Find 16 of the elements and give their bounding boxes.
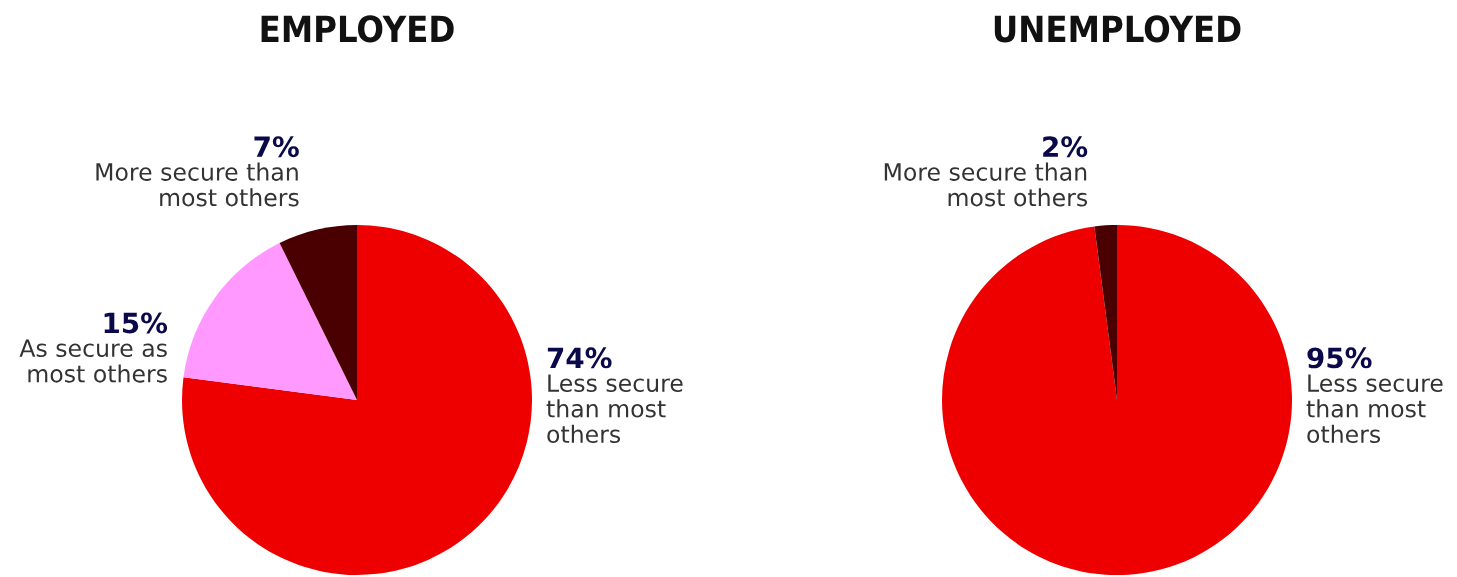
data-label: 2% [1043, 136, 1088, 158]
data-label: 74% [547, 347, 612, 369]
slice-label: Less secure than most others [546, 374, 683, 444]
chart-title: UNEMPLOYED [994, 15, 1241, 43]
pie-slice [183, 243, 357, 400]
slice-label: As secure as most others [19, 339, 167, 383]
chart-title: EMPLOYED [261, 15, 454, 43]
slice-label: Less secure than most others [1306, 374, 1443, 444]
slice-label: More secure than most others [96, 162, 299, 207]
slice-label: More secure than most others [884, 162, 1088, 207]
pie-slice [279, 225, 357, 400]
pie-slice [942, 225, 1292, 575]
pie-slice [182, 225, 532, 575]
data-label: 7% [254, 136, 299, 158]
data-label: 15% [104, 312, 168, 334]
data-label: 95% [1307, 347, 1372, 369]
